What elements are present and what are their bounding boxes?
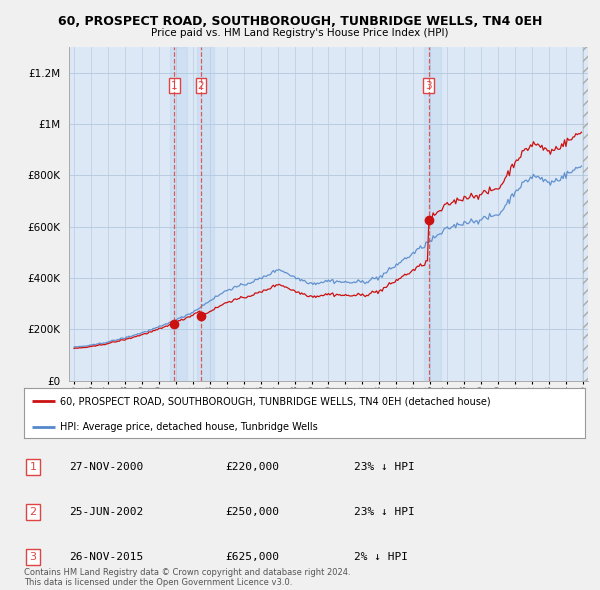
Bar: [170, 47, 187, 381]
Text: £250,000: £250,000: [225, 507, 279, 517]
Text: 27-NOV-2000: 27-NOV-2000: [69, 463, 143, 472]
Text: 23% ↓ HPI: 23% ↓ HPI: [354, 463, 415, 472]
Bar: [424, 47, 441, 381]
Text: 25-JUN-2002: 25-JUN-2002: [69, 507, 143, 517]
Text: This data is licensed under the Open Government Licence v3.0.: This data is licensed under the Open Gov…: [24, 578, 292, 587]
Text: 60, PROSPECT ROAD, SOUTHBOROUGH, TUNBRIDGE WELLS, TN4 0EH: 60, PROSPECT ROAD, SOUTHBOROUGH, TUNBRID…: [58, 15, 542, 28]
Text: Price paid vs. HM Land Registry's House Price Index (HPI): Price paid vs. HM Land Registry's House …: [151, 28, 449, 38]
Text: HPI: Average price, detached house, Tunbridge Wells: HPI: Average price, detached house, Tunb…: [61, 422, 318, 432]
Text: £220,000: £220,000: [225, 463, 279, 472]
Text: £625,000: £625,000: [225, 552, 279, 562]
Text: 1: 1: [171, 81, 178, 90]
Text: 1: 1: [29, 463, 37, 472]
Bar: [197, 47, 214, 381]
Text: 2% ↓ HPI: 2% ↓ HPI: [354, 552, 408, 562]
Text: 23% ↓ HPI: 23% ↓ HPI: [354, 507, 415, 517]
Text: 60, PROSPECT ROAD, SOUTHBOROUGH, TUNBRIDGE WELLS, TN4 0EH (detached house): 60, PROSPECT ROAD, SOUTHBOROUGH, TUNBRID…: [61, 396, 491, 406]
Text: 2: 2: [197, 81, 204, 90]
Bar: [583, 47, 592, 381]
Text: Contains HM Land Registry data © Crown copyright and database right 2024.: Contains HM Land Registry data © Crown c…: [24, 568, 350, 577]
Text: 3: 3: [425, 81, 432, 90]
Text: 26-NOV-2015: 26-NOV-2015: [69, 552, 143, 562]
Text: 3: 3: [29, 552, 37, 562]
Text: 2: 2: [29, 507, 37, 517]
